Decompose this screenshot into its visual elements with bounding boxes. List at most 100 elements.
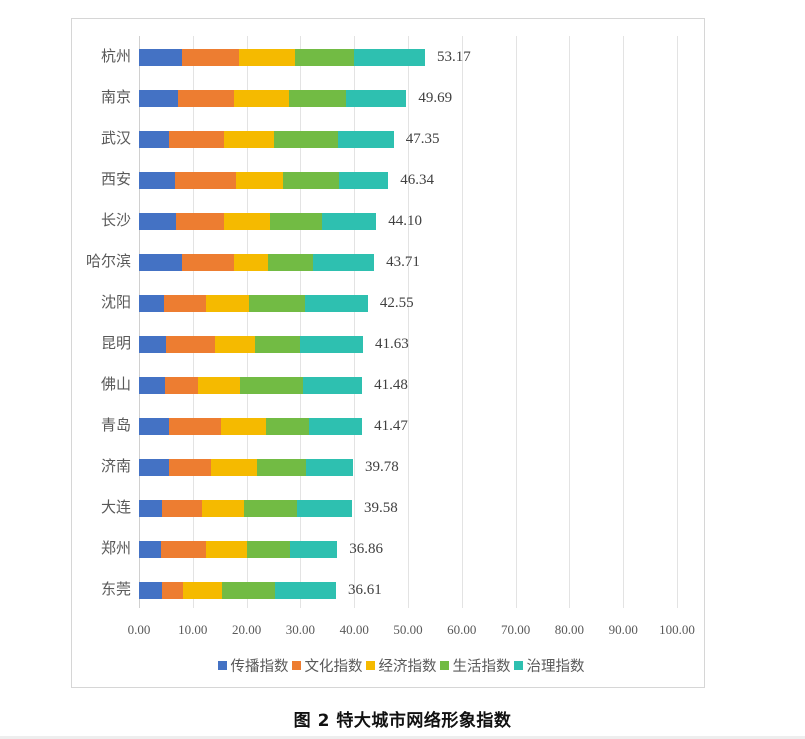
gridline	[515, 36, 517, 608]
bar-segment	[266, 418, 309, 435]
gridline	[623, 36, 625, 608]
x-tick-label: 40.00	[339, 622, 369, 637]
stacked-bar	[139, 418, 363, 435]
legend-item: 经济指数	[365, 655, 437, 676]
bar-segment	[312, 254, 375, 271]
x-tick-label: 30.00	[285, 622, 316, 637]
stacked-bar	[139, 213, 377, 230]
legend-swatch-icon	[513, 661, 523, 670]
gridline	[461, 36, 463, 608]
total-label: 43.71	[386, 254, 420, 270]
bar-segment	[139, 541, 161, 558]
bar-segment	[233, 90, 290, 107]
stacked-bar	[139, 500, 352, 517]
legend-item: 治理指数	[513, 655, 585, 676]
bar-segment	[160, 541, 207, 558]
bar-segment	[289, 90, 347, 107]
bar-segment	[308, 418, 363, 435]
category-label: 昆明	[100, 336, 131, 352]
chart-frame	[71, 18, 705, 688]
legend-item: 传播指数	[217, 655, 289, 676]
bar-segment	[206, 541, 247, 558]
bar-segment	[164, 295, 207, 312]
stacked-bar	[139, 582, 336, 599]
x-tick-label: 0.00	[127, 622, 151, 637]
bar-segment	[239, 49, 295, 66]
stacked-bar	[139, 336, 363, 353]
bar-segment	[339, 172, 389, 189]
gridline	[354, 36, 356, 608]
bar-segment	[139, 213, 177, 230]
x-tick-label: 90.00	[608, 622, 638, 637]
bar-segment	[211, 459, 257, 476]
bar-segment	[182, 582, 222, 599]
x-tick-label: 70.00	[500, 622, 531, 637]
stacked-bar	[139, 254, 375, 271]
bar-segment	[139, 49, 182, 66]
bar-segment	[255, 336, 301, 353]
total-label: 36.61	[347, 582, 382, 598]
category-label: 东莞	[100, 582, 131, 598]
stacked-bar	[139, 172, 389, 189]
x-tick-label: 10.00	[178, 622, 208, 637]
bar-segment	[305, 295, 368, 312]
total-label: 42.55	[379, 295, 414, 311]
plot-area: 杭州 53.17 南京 49.69 武汉 47.35 西安 46.34 长沙 44.10 哈尔滨 43…	[86, 36, 678, 608]
x-tick-label: 80.00	[554, 622, 585, 637]
bar-segment	[139, 418, 170, 435]
total-label: 49.69	[418, 90, 453, 106]
bar-segment	[198, 377, 241, 394]
category-label: 济南	[100, 459, 131, 475]
legend-label: 传播指数	[230, 659, 289, 675]
bar-segment	[206, 295, 249, 312]
legend-swatch-icon	[217, 661, 227, 670]
bar-segment	[240, 377, 304, 394]
bar-segment	[303, 377, 363, 394]
bar-segment	[243, 500, 297, 517]
bar-segment	[139, 254, 182, 271]
x-tick-label: 20.00	[231, 622, 262, 637]
legend-label: 经济指数	[378, 659, 437, 675]
stacked-bar	[139, 90, 407, 107]
bar-segment	[354, 49, 426, 66]
bar-segment	[300, 336, 363, 353]
bar-segment	[267, 254, 313, 271]
bar-segment	[181, 49, 240, 66]
bar-segment	[234, 254, 268, 271]
legend-label: 文化指数	[304, 659, 363, 675]
stacked-bar	[139, 131, 394, 148]
bar-segment	[164, 377, 199, 394]
bar-segment	[139, 336, 166, 353]
bar-segment	[248, 295, 306, 312]
bar-segment	[256, 459, 306, 476]
bar-segment	[139, 131, 170, 148]
total-label: 47.35	[405, 131, 440, 147]
category-label: 武汉	[100, 131, 131, 147]
x-tick-label: 50.00	[393, 622, 423, 637]
legend-item: 文化指数	[291, 655, 363, 676]
legend-label: 生活指数	[452, 659, 511, 675]
figure-caption: 图 2 特大城市网络形象指数	[293, 711, 512, 731]
gridline	[246, 36, 248, 608]
bar-segment	[165, 336, 215, 353]
category-axis-line	[139, 36, 140, 608]
legend-label: 治理指数	[526, 659, 585, 675]
bar-segment	[235, 172, 284, 189]
category-label: 大连	[100, 500, 131, 516]
gridline	[408, 36, 409, 608]
bar-segment	[139, 90, 179, 107]
bar-segment	[181, 254, 235, 271]
bar-segment	[269, 213, 322, 230]
category-label: 南京	[100, 90, 131, 106]
x-tick-label: 60.00	[447, 622, 477, 637]
total-label: 39.78	[365, 459, 399, 475]
bar-segment	[290, 541, 338, 558]
category-label: 哈尔滨	[85, 254, 131, 270]
bar-segment	[283, 172, 340, 189]
bar-segment	[246, 541, 291, 558]
bar-segment	[161, 582, 183, 599]
category-label: 杭州	[100, 49, 131, 65]
gridline	[192, 36, 194, 608]
legend-swatch-icon	[439, 661, 449, 670]
category-label: 长沙	[100, 213, 131, 229]
